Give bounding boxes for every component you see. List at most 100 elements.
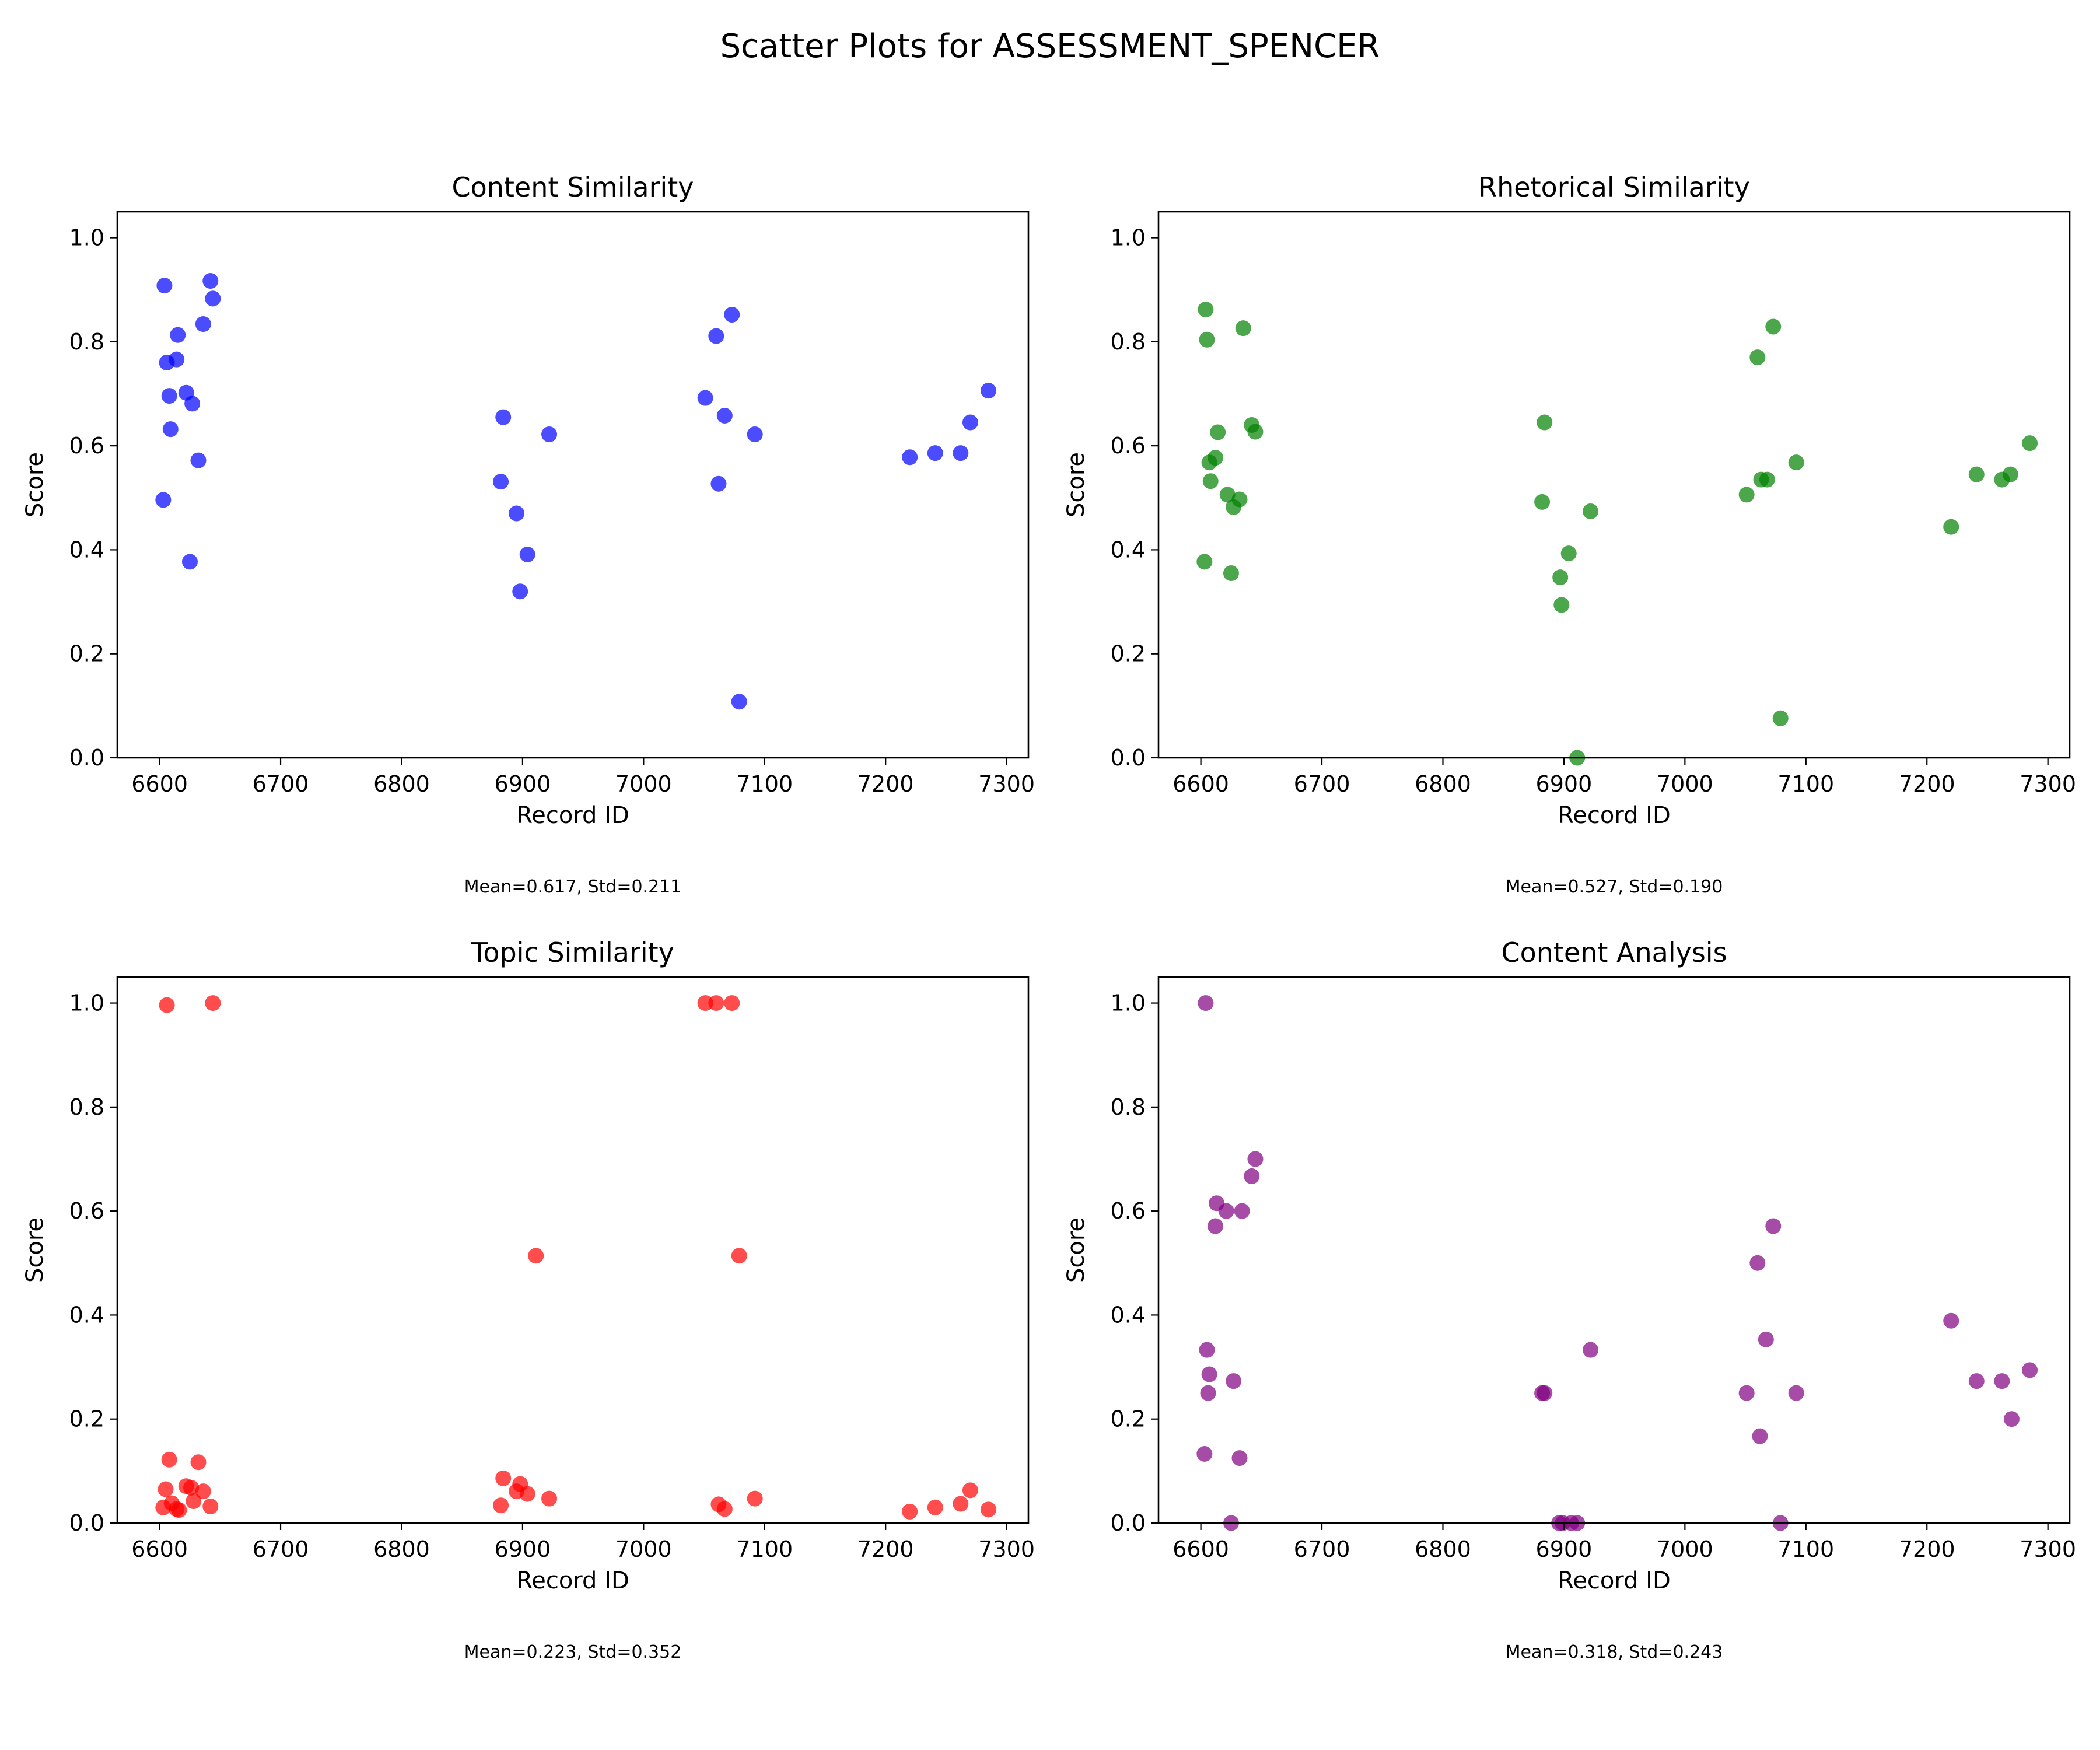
data-point <box>1247 424 1264 440</box>
data-point <box>1207 1218 1223 1234</box>
data-point <box>708 995 724 1012</box>
data-point <box>1758 1331 1774 1348</box>
y-axis-label: Score <box>1063 1217 1090 1283</box>
x-axis-label: Record ID <box>1558 802 1671 829</box>
data-point <box>927 445 943 461</box>
data-point <box>186 1493 202 1510</box>
data-point <box>1749 1255 1766 1271</box>
stats-annotation: Mean=0.527, Std=0.190 <box>1506 877 1723 897</box>
stats-annotation: Mean=0.318, Std=0.243 <box>1506 1642 1723 1662</box>
data-point <box>747 1490 763 1507</box>
data-point <box>1552 569 1569 586</box>
data-point <box>1207 450 1223 466</box>
data-point <box>1536 414 1553 430</box>
x-tick-label: 7300 <box>2020 771 2076 797</box>
y-tick-label: 0.6 <box>1111 1198 1146 1224</box>
data-point <box>1219 487 1236 503</box>
y-tick-label: 1.0 <box>69 225 104 251</box>
x-tick-label: 7100 <box>736 1536 793 1562</box>
data-point <box>202 1498 219 1514</box>
plot-area <box>117 977 1028 1523</box>
x-tick-label: 7200 <box>858 771 914 797</box>
data-point <box>927 1499 943 1516</box>
x-tick-label: 7100 <box>1777 1536 1834 1562</box>
data-point <box>1788 1385 1804 1401</box>
data-point <box>1231 1450 1248 1466</box>
data-point <box>962 1482 978 1499</box>
data-point <box>161 1451 177 1468</box>
data-point <box>1234 1203 1250 1219</box>
x-axis-label: Record ID <box>516 802 629 829</box>
data-point <box>1196 554 1213 570</box>
data-point <box>159 997 175 1013</box>
y-tick-label: 1.0 <box>69 991 104 1016</box>
data-point <box>697 390 713 406</box>
data-point <box>493 1497 509 1514</box>
plot-area <box>1158 212 2070 758</box>
data-point <box>716 1501 733 1517</box>
data-point <box>1199 331 1215 348</box>
data-point <box>195 316 211 332</box>
data-point <box>205 290 221 307</box>
data-point <box>161 388 177 404</box>
data-point <box>731 694 747 710</box>
data-point <box>1536 1385 1553 1401</box>
x-tick-label: 7200 <box>858 1536 914 1562</box>
data-point <box>710 475 727 492</box>
y-tick-label: 0.0 <box>1111 745 1146 771</box>
data-point <box>181 554 198 570</box>
x-tick-label: 6900 <box>495 771 551 797</box>
x-tick-label: 6600 <box>1172 1536 1229 1562</box>
y-tick-label: 0.6 <box>69 433 104 459</box>
x-tick-label: 6800 <box>373 771 430 797</box>
x-tick-label: 7300 <box>2020 1536 2076 1562</box>
y-axis-label: Score <box>22 1217 48 1283</box>
y-tick-label: 0.4 <box>69 1302 104 1328</box>
x-tick-label: 6900 <box>1536 771 1592 797</box>
data-point <box>731 1248 747 1264</box>
y-tick-label: 0.8 <box>69 1094 104 1120</box>
y-tick-label: 0.4 <box>69 537 104 562</box>
x-tick-label: 7100 <box>1777 771 1834 797</box>
data-point <box>1968 1373 1985 1390</box>
data-point <box>171 1502 187 1518</box>
y-tick-label: 1.0 <box>1111 225 1146 251</box>
data-point <box>1198 302 1214 318</box>
subplot-rhetorical-similarity: 6600 6700 6800 6900 7000 7100 7200 7300 0.0 0.2 0.… <box>1063 172 2076 897</box>
data-point <box>1749 349 1766 366</box>
data-point <box>1772 710 1788 726</box>
data-point <box>981 1502 997 1518</box>
data-point <box>1534 494 1550 510</box>
x-tick-label: 6900 <box>1536 1536 1592 1562</box>
data-point <box>202 273 219 289</box>
data-point <box>190 452 206 468</box>
data-point <box>2022 1362 2038 1378</box>
y-tick-label: 0.8 <box>1111 329 1146 355</box>
subplot-content-similarity: 6600 6700 6800 6900 7000 7100 7200 7300 0.0 0.2 0.… <box>22 172 1035 897</box>
axes-frame <box>116 976 1030 1524</box>
data-point <box>2022 435 2038 452</box>
data-point <box>519 1486 536 1502</box>
data-point <box>2003 1411 2020 1427</box>
data-point <box>1752 1428 1768 1444</box>
data-point <box>1210 424 1226 440</box>
data-point <box>1765 318 1782 335</box>
x-tick-label: 7200 <box>1899 1536 1955 1562</box>
x-tick-label: 6700 <box>1294 1536 1350 1562</box>
stats-annotation: Mean=0.617, Std=0.211 <box>464 877 682 897</box>
data-point <box>205 995 221 1012</box>
x-tick-label: 7100 <box>736 771 793 797</box>
x-tick-label: 6800 <box>373 1536 430 1562</box>
x-tick-label: 7000 <box>615 771 672 797</box>
data-point <box>1583 1342 1599 1358</box>
data-point <box>2002 466 2018 482</box>
data-point <box>902 449 918 466</box>
data-point <box>953 445 969 461</box>
y-tick-label: 0.6 <box>69 1198 104 1224</box>
data-point <box>724 307 740 323</box>
x-tick-label: 7000 <box>1657 1536 1713 1562</box>
data-point <box>1738 487 1755 503</box>
data-point <box>902 1503 918 1520</box>
y-axis-label: Score <box>1063 452 1090 517</box>
